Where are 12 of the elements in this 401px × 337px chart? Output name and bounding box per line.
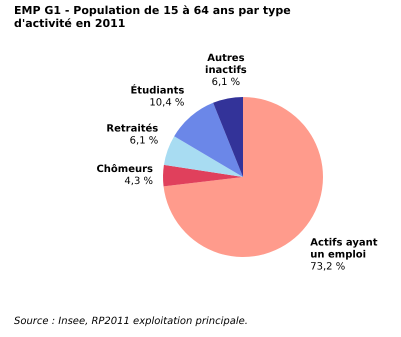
data-label: 73,2 % — [310, 261, 346, 272]
data-label: 10,4 % — [149, 97, 184, 108]
slice-label: Autres inactifs — [205, 53, 247, 76]
data-label: 4,3 % — [124, 176, 154, 188]
slice-label: Chômeurs — [96, 164, 154, 176]
data-label: 6,1 % — [212, 77, 240, 88]
slice-label: Retraités — [106, 123, 158, 134]
data-label: 6,1 % — [130, 135, 158, 146]
slice-label: Étudiants — [130, 83, 184, 96]
slice-label: Actifs ayant un emploi — [310, 237, 378, 260]
source-note: Source : Insee, RP2011 exploitation principale. — [14, 316, 248, 327]
chart-title: EMP G1 - Population de 15 à 64 ans par type d'activité en 2011 — [14, 4, 292, 30]
